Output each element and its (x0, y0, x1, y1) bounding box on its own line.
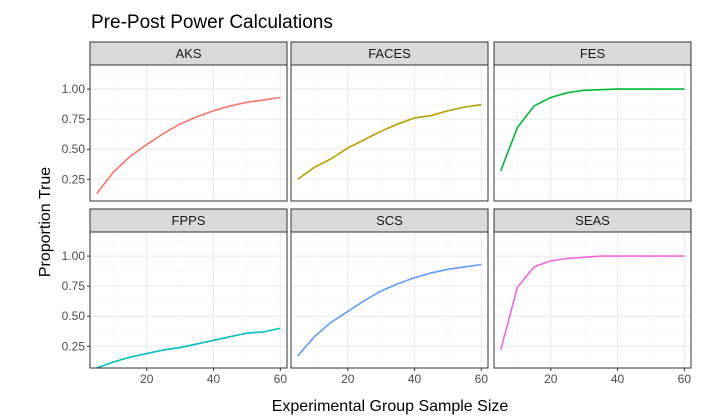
panel-border (493, 231, 692, 369)
y-tick-label: 0.50 (62, 142, 86, 156)
y-tick-label: 0.25 (62, 172, 86, 186)
plot-background (90, 65, 287, 201)
y-tick-label: 0.25 (62, 339, 86, 353)
plot-background (494, 232, 691, 368)
chart-title: Pre-Post Power Calculations (91, 12, 333, 33)
panel-border (290, 231, 489, 369)
x-axis-title: Experimental Group Sample Size (272, 398, 509, 415)
series-line-aks (96, 96, 281, 195)
facet-panel-aks: AKS 0.25 0.50 0.75 1.00 (62, 41, 288, 202)
facet-strip-label: SEAS (575, 213, 610, 228)
y-tick-label: 0.50 (62, 309, 86, 323)
y-axis-title: Proportion True (37, 167, 54, 277)
plot-background (494, 65, 691, 201)
series-line-fpps (96, 327, 281, 369)
facet-panel-scs: SCS 20 40 60 (290, 208, 489, 386)
facet-strip-label: FACES (368, 46, 411, 61)
x-tick-label: 40 (611, 372, 625, 386)
panel-border (290, 64, 489, 202)
panel-border (89, 64, 288, 202)
plot-background (90, 232, 287, 368)
facet-panel-seas: SEAS 20 40 60 (493, 208, 692, 386)
x-tick-label: 40 (408, 372, 422, 386)
y-tick-label: 1.00 (62, 249, 86, 263)
x-tick-label: 40 (207, 372, 221, 386)
series-line-fes (499, 88, 685, 172)
x-tick-label: 60 (678, 372, 692, 386)
x-tick-label: 20 (140, 372, 154, 386)
facet-strip-label: FPPS (172, 213, 206, 228)
x-tick-label: 60 (274, 372, 288, 386)
facet-panel-fes: FES (493, 41, 692, 202)
plot-background (291, 65, 488, 201)
facet-strip-label: FES (580, 46, 606, 61)
x-tick-label: 60 (475, 372, 489, 386)
panel-border (493, 64, 692, 202)
x-tick-label: 20 (544, 372, 558, 386)
facet-strip-label: AKS (175, 46, 201, 61)
y-tick-label: 1.00 (62, 82, 86, 96)
panel-border (89, 231, 288, 369)
plot-background (291, 232, 488, 368)
facet-panel-fpps: FPPS 0.25 0.50 0.75 1.00 20 40 60 (62, 208, 288, 386)
facet-strip-label: SCS (376, 213, 403, 228)
y-tick-label: 0.75 (62, 279, 86, 293)
facet-panels: AKS 0.25 0.50 0.75 1.00 FACES FES FPPS 0.25 0.50 0… (62, 41, 692, 386)
series-line-faces (297, 103, 482, 180)
y-tick-label: 0.75 (62, 112, 86, 126)
series-line-scs (297, 263, 482, 357)
x-tick-label: 20 (341, 372, 355, 386)
facet-panel-faces: FACES (290, 41, 489, 202)
series-line-seas (499, 255, 685, 351)
